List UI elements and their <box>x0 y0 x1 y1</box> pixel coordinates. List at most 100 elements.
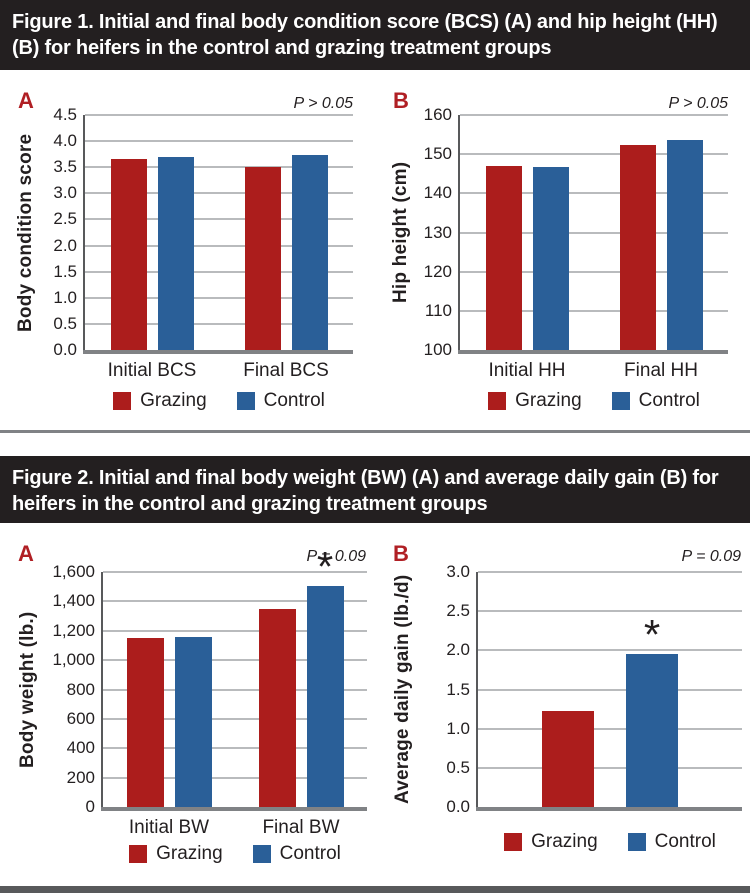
gridline <box>103 600 367 603</box>
x-category-label: Final HH <box>624 360 698 381</box>
legend-label: Grazing <box>531 831 598 852</box>
p-value-label: P > 0.05 <box>668 95 728 112</box>
gridline <box>103 571 367 573</box>
panel-letter-b: B <box>393 88 409 113</box>
significance-asterisk: * <box>316 542 334 590</box>
y-tick-label: 0.0 <box>53 340 77 359</box>
gridline <box>478 688 742 691</box>
legend: Grazing Control <box>103 843 367 865</box>
gridline <box>460 270 728 273</box>
legend-swatch-grazing <box>129 845 148 863</box>
gridline <box>85 322 353 325</box>
y-tick-label: 800 <box>66 679 95 699</box>
gridline <box>478 571 742 573</box>
figure-2-header: Figure 2. Initial and final body weight … <box>0 456 750 523</box>
legend-swatch-grazing <box>488 392 507 410</box>
bar-grazing-final-bw <box>258 608 296 807</box>
gridline <box>85 218 353 221</box>
legend-swatch-control <box>236 392 255 410</box>
y-axis-line <box>101 572 103 811</box>
legend-swatch-control <box>611 392 630 410</box>
figure1-panel-b: B P > 0.05 Hip height (cm) 100 110 120 130 1… <box>375 70 750 430</box>
gridline <box>478 766 742 769</box>
gridline <box>103 717 367 720</box>
figure-2-title: Figure 2. Initial and final body weight … <box>12 467 719 515</box>
legend-item-control: Control <box>627 831 716 853</box>
y-tick-label: 1,200 <box>52 620 95 640</box>
y-tick-label: 100 <box>423 340 452 359</box>
figure-2-panels: A P = 0.09 Body weight (lb.) 0 200 400 600 8… <box>0 523 750 886</box>
gridline <box>460 309 728 312</box>
legend: Grazing Control <box>478 831 742 853</box>
y-tick-label: 1.0 <box>53 287 77 307</box>
legend-swatch-control <box>627 833 646 851</box>
legend-swatch-grazing <box>504 833 523 851</box>
gridline <box>85 114 353 116</box>
bar-grazing-initial-bcs <box>110 159 147 350</box>
y-tick-label: 110 <box>424 300 452 320</box>
y-tick-label: 1.0 <box>446 718 470 738</box>
gridline <box>103 776 367 779</box>
figure-2: Figure 2. Initial and final body weight … <box>0 456 750 886</box>
panel-letter-a: A <box>18 88 34 113</box>
figure1-panel-a: A P > 0.05 Body condition score 0.0 0.5 1.… <box>0 70 375 430</box>
p-value-label: P = 0.09 <box>681 548 741 565</box>
bar-control-final-hh <box>666 140 703 350</box>
y-tick-label: 150 <box>423 144 452 164</box>
figure-divider <box>0 430 750 433</box>
legend-swatch-grazing <box>113 392 132 410</box>
bar-control <box>626 654 678 807</box>
panel-letter-a: A <box>18 541 34 566</box>
legend-item-control: Control <box>252 843 341 865</box>
gridline <box>85 140 353 143</box>
x-category-label: Initial BCS <box>107 360 197 381</box>
gridline <box>103 688 367 691</box>
y-tick-label: 2.5 <box>446 601 470 621</box>
gridline <box>85 192 353 195</box>
legend-label: Control <box>263 390 325 411</box>
legend-item-control: Control <box>611 390 700 412</box>
y-tick-label: 4.0 <box>53 131 77 151</box>
y-tick-label: 0 <box>85 797 95 816</box>
gridline <box>85 166 353 169</box>
y-tick-label: 400 <box>66 738 95 758</box>
legend-label: Control <box>638 390 700 411</box>
y-tick-label: 2.5 <box>53 209 77 229</box>
y-tick-label: 0.5 <box>446 757 470 777</box>
x-axis-line <box>458 350 728 354</box>
bar-grazing-final-hh <box>619 144 656 350</box>
y-axis-line <box>476 572 478 811</box>
legend-swatch-control <box>252 845 271 863</box>
y-tick-label: 600 <box>66 708 95 728</box>
y-tick-label: 200 <box>66 767 95 787</box>
y-axis-line <box>458 115 460 354</box>
x-category-label: Initial BW <box>128 817 210 838</box>
y-tick-label: 140 <box>423 183 452 203</box>
legend-item-grazing: Grazing <box>488 390 582 412</box>
gridline <box>85 270 353 273</box>
legend-item-grazing: Grazing <box>129 843 223 865</box>
figure-1: Figure 1. Initial and final body conditi… <box>0 0 750 430</box>
figure-gap <box>0 433 750 456</box>
y-tick-label: 1.5 <box>53 261 77 281</box>
figure-1-panels: A P > 0.05 Body condition score 0.0 0.5 1.… <box>0 70 750 430</box>
legend-item-grazing: Grazing <box>504 831 598 853</box>
legend-label: Control <box>654 831 716 852</box>
x-category-label: Initial HH <box>488 360 566 381</box>
y-tick-label: 0.0 <box>446 797 470 816</box>
legend-label: Grazing <box>156 843 223 864</box>
x-axis-line <box>83 350 353 354</box>
legend: Grazing Control <box>85 390 353 412</box>
legend: Grazing Control <box>460 390 728 412</box>
legend-label: Control <box>279 843 341 864</box>
bar-grazing-final-bcs <box>244 167 281 350</box>
figure2-panel-b: B P = 0.09 Average daily gain (lb./d) 0.… <box>375 523 750 886</box>
x-axis-line <box>101 807 367 811</box>
hip-height-bar-chart: 100 110 120 130 140 150 160 Initial HH Final HH G… <box>375 70 750 430</box>
y-tick-label: 3.5 <box>53 157 77 177</box>
bar-grazing-initial-hh <box>485 165 522 350</box>
x-category-label: Final BW <box>262 817 340 838</box>
y-tick-label: 1.5 <box>446 679 470 699</box>
x-axis-line <box>476 807 742 811</box>
